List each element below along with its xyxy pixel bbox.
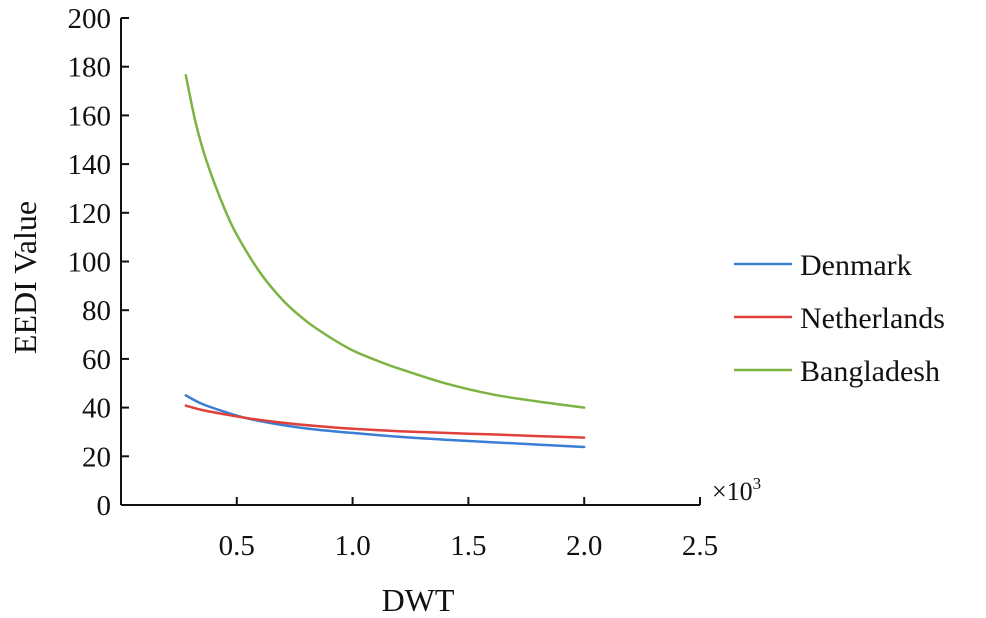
series-line-denmark xyxy=(184,394,586,449)
y-tick-label: 100 xyxy=(68,247,112,279)
legend-label-denmark: Denmark xyxy=(800,249,912,282)
x-axis-ticks: 0.5 1.0 1.5 2.0 2.5 xyxy=(219,497,718,562)
y-tick-label: 0 xyxy=(97,490,112,522)
x-axis-multiplier: ×103 xyxy=(712,474,761,506)
legend-label-netherlands: Netherlands xyxy=(800,302,945,335)
x-tick-label: 2.0 xyxy=(566,530,602,562)
y-tick-label: 40 xyxy=(82,393,111,425)
y-tick-label: 140 xyxy=(68,149,112,181)
series-line-netherlands xyxy=(184,404,586,439)
x-tick-label: 1.5 xyxy=(450,530,486,562)
y-tick-label: 160 xyxy=(68,100,112,132)
legend: Denmark Netherlands Bangladesh xyxy=(734,249,945,388)
legend-label-bangladesh: Bangladesh xyxy=(800,355,940,388)
y-tick-label: 200 xyxy=(68,3,112,35)
x-tick-label: 2.5 xyxy=(682,530,718,562)
y-tick-label: 80 xyxy=(82,295,111,327)
series-line-bangladesh xyxy=(184,73,586,409)
series-layer xyxy=(184,73,586,449)
y-axis-title: EEDI Value xyxy=(7,201,43,354)
x-axis-title: DWT xyxy=(382,582,455,618)
x-tick-label: 1.0 xyxy=(334,530,370,562)
y-tick-label: 180 xyxy=(68,52,112,84)
x-tick-label: 0.5 xyxy=(219,530,255,562)
y-tick-label: 20 xyxy=(82,441,111,473)
y-tick-label: 120 xyxy=(68,198,112,230)
y-axis-ticks: 0 20 40 60 80 100 120 140 160 180 200 xyxy=(68,3,129,522)
y-tick-label: 60 xyxy=(82,344,111,376)
axes xyxy=(120,18,700,506)
